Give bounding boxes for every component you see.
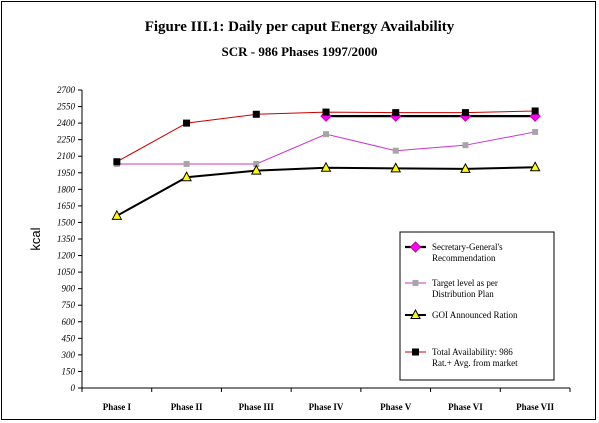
x-tick-label: Phase VII — [516, 402, 555, 412]
legend-entry: GOI Announced Ration — [405, 308, 518, 320]
y-tick-label: 600 — [62, 317, 76, 327]
axes: 0 150 300 450 600 750 900 1050 1200 1350 1500 1650 1… — [28, 85, 571, 412]
legend-label: Target level as per Distribution Plan — [432, 278, 498, 299]
data-point — [253, 160, 260, 167]
y-tick-label: 1800 — [57, 184, 76, 194]
legend-label: GOI Announced Ration — [432, 310, 518, 320]
series-line — [116, 166, 536, 217]
y-tick-label: 150 — [62, 366, 76, 376]
y-tick-label: 0 — [71, 383, 76, 393]
legend-swatch-marker — [410, 308, 421, 319]
series-3 — [113, 107, 539, 166]
y-axis-title: kcal — [28, 227, 43, 250]
y-tick-label: 1500 — [57, 217, 76, 227]
data-point — [113, 158, 121, 166]
series-2 — [111, 161, 541, 220]
y-tick-label: 1650 — [57, 201, 76, 211]
series-layer — [111, 107, 541, 220]
data-point — [250, 164, 262, 175]
data-point — [183, 160, 190, 167]
data-point — [323, 131, 329, 138]
data-point — [111, 209, 123, 220]
y-tick-label: 300 — [61, 350, 76, 360]
legend-label: Secretary-General's Recommendation — [432, 242, 503, 263]
data-point — [390, 162, 402, 173]
y-tick-label: 2400 — [57, 118, 76, 128]
y-tick-label: 2550 — [57, 102, 76, 112]
legend-swatch-marker — [412, 348, 419, 356]
chart-title: Figure III.1: Daily per caput Energy Ava… — [144, 19, 455, 35]
y-tick-label: 750 — [62, 300, 76, 310]
data-point — [392, 109, 400, 117]
legend-swatch-marker — [412, 280, 419, 286]
data-point — [181, 171, 192, 182]
data-point — [461, 109, 469, 117]
data-point — [392, 147, 399, 154]
data-point — [320, 161, 332, 172]
data-point — [462, 142, 469, 149]
y-tick-label: 2250 — [57, 135, 76, 145]
data-point — [529, 161, 541, 172]
y-tick-label: 2700 — [57, 85, 76, 95]
data-point — [322, 108, 330, 116]
x-tick-label: Phase III — [239, 402, 275, 412]
chart-subtitle: SCR - 986 Phases 1997/2000 — [221, 44, 378, 59]
data-point — [460, 162, 471, 173]
x-tick-label: Phase VI — [448, 402, 483, 412]
data-point — [531, 107, 539, 115]
legend-entry: Secretary-General's Recommendation — [405, 241, 503, 263]
data-point — [183, 119, 191, 127]
x-tick-label: Phase IV — [309, 402, 344, 412]
x-tick-label: Phase V — [380, 402, 412, 412]
y-tick-label: 1950 — [57, 168, 76, 178]
y-tick-label: 1200 — [57, 251, 76, 261]
legend-box — [399, 231, 555, 381]
legend-label: Total Availability: 986 Rat.+ Avg. from m… — [432, 347, 518, 368]
data-point — [532, 128, 539, 135]
y-tick-label: 1050 — [57, 267, 76, 277]
legend: Secretary-General's Recommendation Target … — [399, 231, 555, 381]
y-tick-label: 1350 — [57, 234, 76, 244]
data-point — [252, 110, 260, 118]
y-tick-label: 2100 — [57, 151, 76, 161]
y-tick-label: 450 — [62, 333, 76, 343]
y-tick-label: 900 — [62, 284, 76, 294]
legend-swatch-marker — [409, 241, 422, 253]
series-1 — [113, 128, 539, 167]
x-tick-label: Phase II — [171, 402, 203, 412]
legend-entry: Target level as per Distribution Plan — [405, 278, 498, 299]
legend-entry: Total Availability: 986 Rat.+ Avg. from m… — [405, 347, 518, 368]
x-tick-label: Phase I — [103, 402, 132, 412]
